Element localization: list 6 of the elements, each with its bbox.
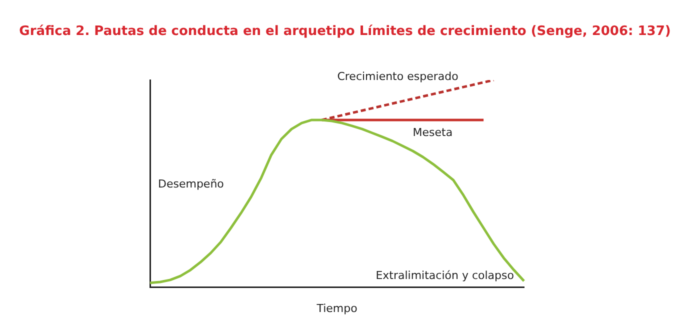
series-label: Extralimitación y colapso — [376, 268, 514, 282]
series-label: Meseta — [412, 126, 453, 139]
y-axis-title: Desempeño — [158, 178, 224, 191]
x-axis-title: Tiempo — [316, 302, 358, 315]
chart-title: Gráfica 2. Pautas de conducta en el arquetipo Límites de crecimiento (Senge, 2006: 137) — [18, 24, 672, 39]
series-label: Crecimiento esperado — [337, 70, 459, 83]
